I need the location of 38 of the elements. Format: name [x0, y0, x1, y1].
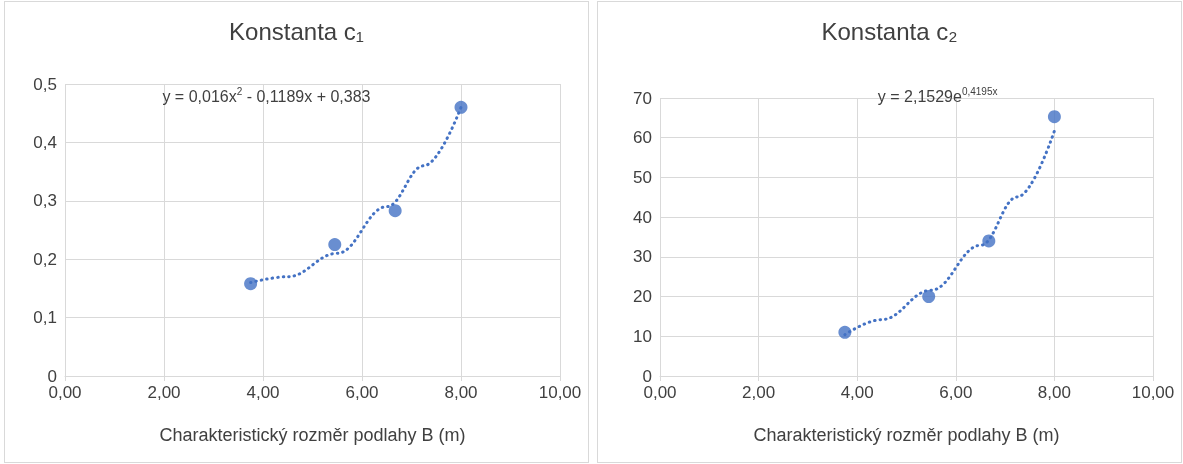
x-tick-label: 4,00 — [840, 383, 874, 402]
point — [1047, 110, 1061, 124]
x-tick-label: 10,00 — [1131, 383, 1175, 402]
point — [922, 290, 936, 304]
y-tick-label: 0,5 — [33, 74, 57, 94]
y-tick-label: 0 — [47, 366, 57, 386]
y-tick-label: 0,4 — [33, 132, 57, 152]
y-tick-label: 0,1 — [33, 308, 57, 328]
y-tick-label: 0 — [642, 366, 652, 386]
x-tick-label: 4,00 — [246, 383, 280, 402]
x-axis-title: Charakteristický rozměr podlahy B (m) — [159, 425, 466, 445]
point — [982, 234, 996, 248]
x-axis-title: Charakteristický rozměr podlahy B (m) — [753, 425, 1060, 445]
y-tick-label: 0,2 — [33, 249, 57, 269]
y-tick-label: 0,3 — [33, 191, 57, 211]
y-tick-label: 70 — [633, 88, 652, 108]
point — [328, 238, 342, 252]
x-tick-label: 2,00 — [147, 383, 181, 402]
x-tick-label: 8,00 — [1037, 383, 1071, 402]
x-tick-label: 0,00 — [48, 383, 82, 402]
point — [388, 204, 402, 218]
x-tick-label: 2,00 — [742, 383, 776, 402]
x-tick-label: 8,00 — [444, 383, 478, 402]
x-tick-label: 10,00 — [538, 383, 582, 402]
y-tick-label: 40 — [633, 207, 652, 227]
x-tick-label: 0,00 — [643, 383, 677, 402]
y-tick-label: 50 — [633, 167, 652, 187]
point — [838, 325, 852, 339]
x-tick-label: 6,00 — [939, 383, 973, 402]
point — [244, 277, 258, 291]
x-tick-label: 6,00 — [345, 383, 379, 402]
y-tick-label: 10 — [633, 326, 652, 346]
y-tick-label: 20 — [633, 287, 652, 307]
point — [454, 100, 468, 114]
chart-title: Konstanta c₁ — [229, 17, 364, 45]
y-tick-label: 60 — [633, 128, 652, 148]
y-tick-label: 30 — [633, 247, 652, 267]
chart-title: Konstanta c₂ — [821, 17, 958, 45]
